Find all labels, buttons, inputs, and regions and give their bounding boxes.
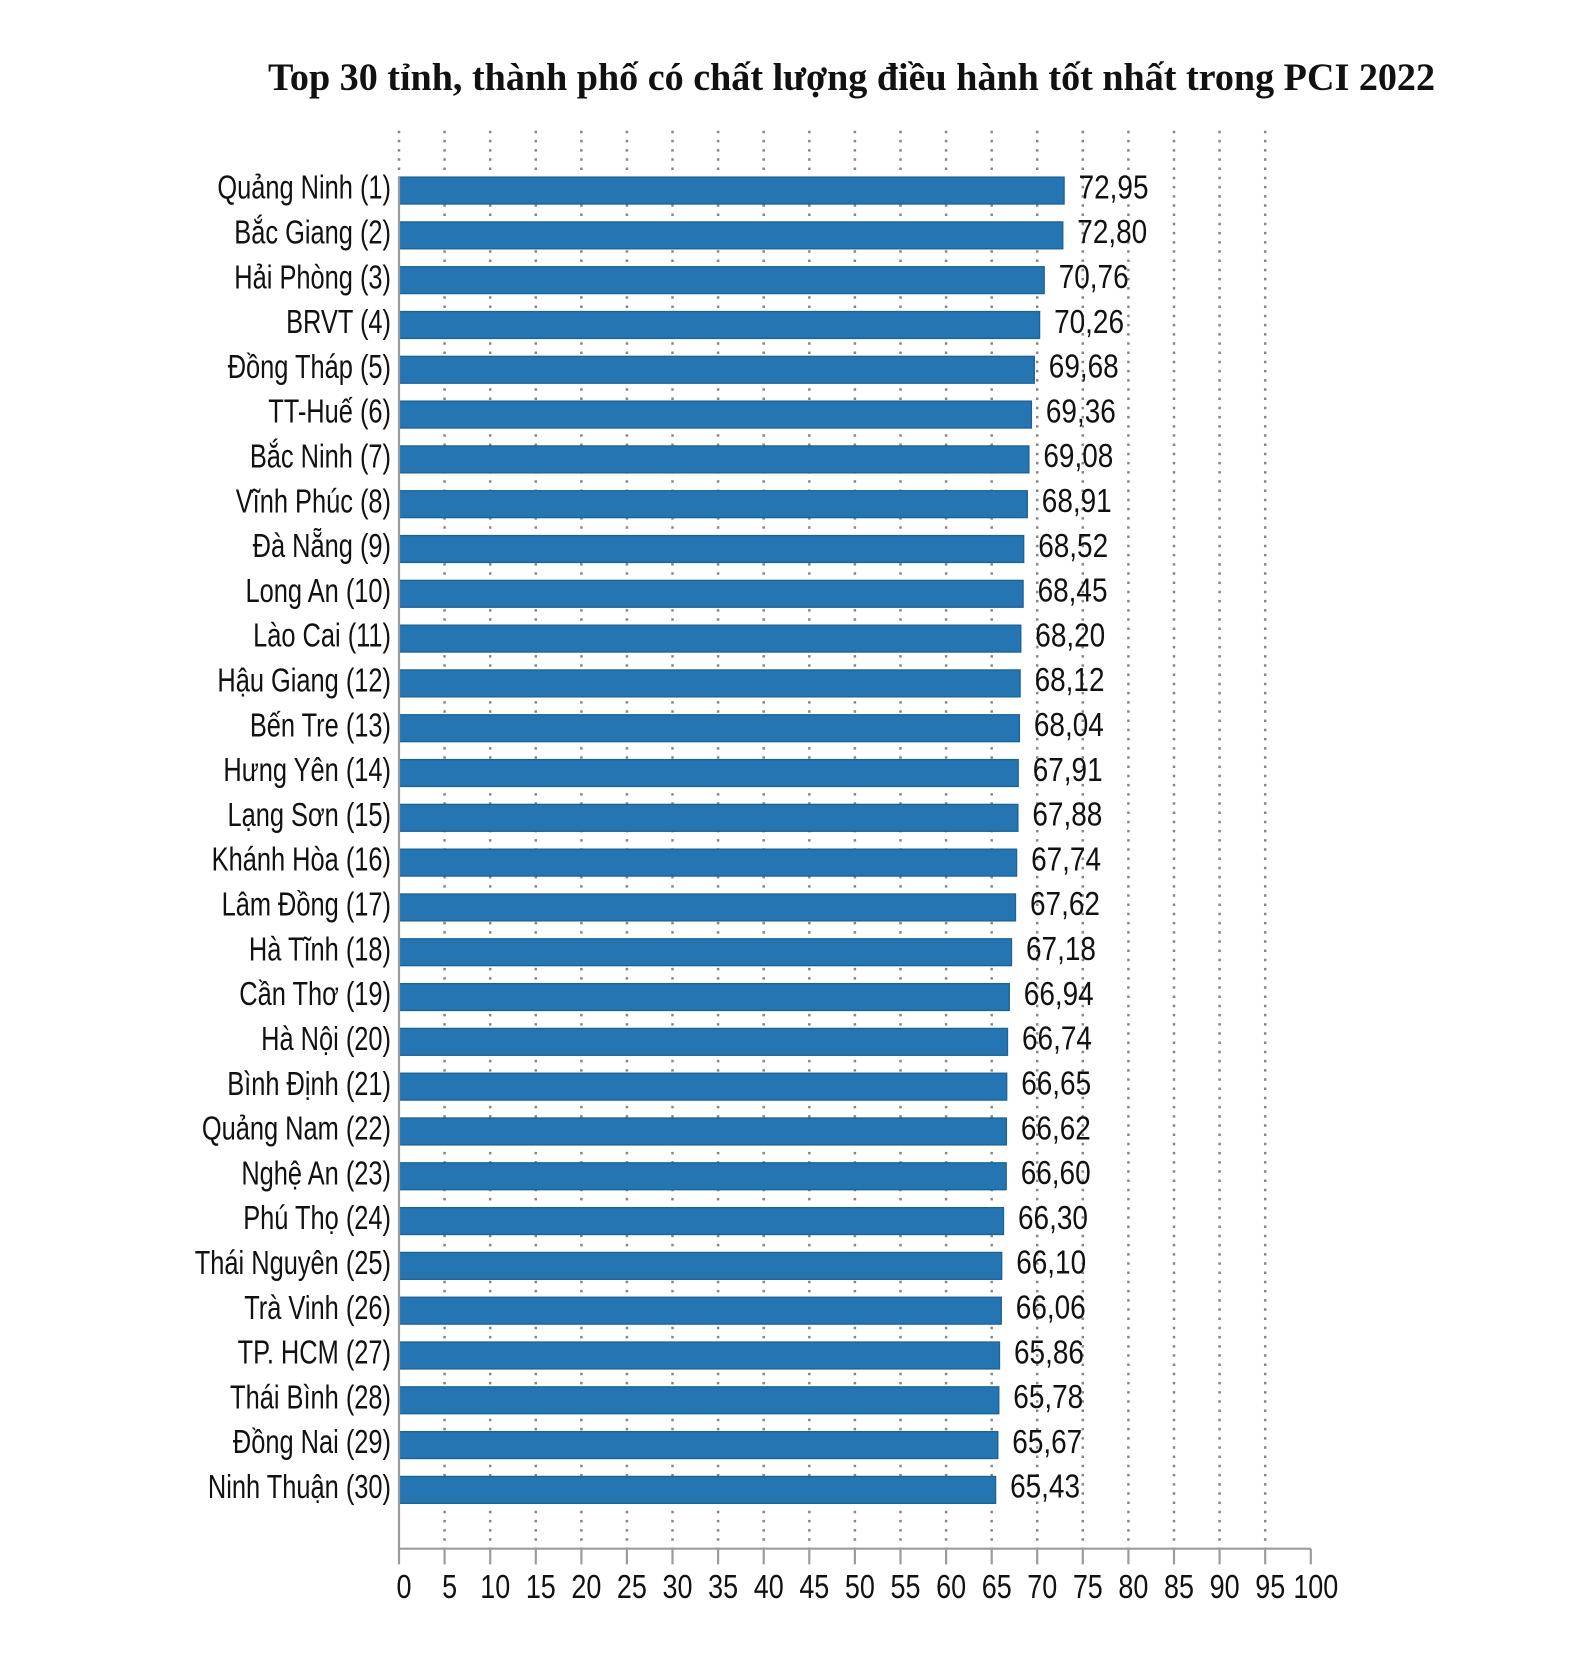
svg-text:Hà Nội (20): Hà Nội (20) [261, 1021, 391, 1058]
svg-text:65,43: 65,43 [1010, 1469, 1080, 1506]
svg-text:Bến Tre (13): Bến Tre (13) [250, 707, 391, 744]
svg-text:Quảng Ninh (1): Quảng Ninh (1) [217, 170, 391, 207]
svg-text:69,08: 69,08 [1043, 438, 1113, 475]
svg-text:65,67: 65,67 [1012, 1424, 1082, 1461]
svg-text:68,91: 68,91 [1042, 483, 1112, 520]
svg-text:Lâm Đồng (17): Lâm Đồng (17) [222, 886, 391, 923]
svg-text:Khánh Hòa (16): Khánh Hòa (16) [212, 842, 391, 879]
svg-text:BRVT (4): BRVT (4) [286, 304, 391, 341]
svg-text:65,78: 65,78 [1013, 1379, 1083, 1416]
svg-text:65: 65 [982, 1570, 1012, 1606]
svg-text:Trà Vinh (26): Trà Vinh (26) [244, 1290, 391, 1327]
svg-text:66,10: 66,10 [1016, 1245, 1086, 1282]
svg-text:Thái Bình (28): Thái Bình (28) [230, 1379, 391, 1416]
svg-text:66,06: 66,06 [1016, 1289, 1086, 1326]
svg-text:100: 100 [1293, 1570, 1338, 1606]
svg-text:Hậu Giang (12): Hậu Giang (12) [217, 662, 391, 699]
svg-text:68,12: 68,12 [1035, 662, 1105, 699]
svg-text:69,68: 69,68 [1049, 348, 1119, 385]
svg-text:90: 90 [1210, 1570, 1240, 1606]
svg-text:Hưng Yên (14): Hưng Yên (14) [223, 752, 391, 789]
svg-text:45: 45 [799, 1570, 829, 1606]
svg-text:66,65: 66,65 [1021, 1065, 1091, 1102]
svg-text:68,04: 68,04 [1034, 707, 1104, 744]
svg-text:60: 60 [936, 1570, 966, 1606]
svg-text:95: 95 [1255, 1570, 1285, 1606]
svg-text:65,86: 65,86 [1014, 1334, 1084, 1371]
svg-text:Long An (10): Long An (10) [246, 573, 391, 610]
svg-text:67,91: 67,91 [1033, 752, 1103, 789]
svg-text:70,26: 70,26 [1054, 304, 1124, 341]
svg-text:Thái Nguyên (25): Thái Nguyên (25) [195, 1245, 391, 1282]
svg-text:Bắc Giang (2): Bắc Giang (2) [234, 214, 391, 251]
svg-text:67,18: 67,18 [1026, 931, 1096, 968]
svg-text:20: 20 [571, 1570, 601, 1606]
svg-text:50: 50 [845, 1570, 875, 1606]
svg-text:66,74: 66,74 [1022, 1021, 1092, 1058]
svg-text:68,52: 68,52 [1038, 528, 1108, 565]
svg-text:0: 0 [396, 1570, 411, 1606]
svg-text:Hà Tĩnh (18): Hà Tĩnh (18) [249, 931, 391, 968]
svg-text:66,30: 66,30 [1018, 1200, 1088, 1237]
svg-text:Đà Nẵng (9): Đà Nẵng (9) [253, 528, 391, 565]
svg-text:66,94: 66,94 [1024, 976, 1094, 1013]
svg-text:30: 30 [663, 1570, 693, 1606]
svg-text:Phú Thọ (24): Phú Thọ (24) [243, 1200, 391, 1237]
svg-text:68,20: 68,20 [1035, 617, 1105, 654]
svg-text:67,62: 67,62 [1030, 886, 1100, 923]
svg-text:Cần Thơ (19): Cần Thơ (19) [239, 976, 391, 1013]
svg-text:75: 75 [1073, 1570, 1103, 1606]
svg-text:55: 55 [891, 1570, 921, 1606]
svg-text:66,60: 66,60 [1021, 1155, 1091, 1192]
svg-text:Bình Định (21): Bình Định (21) [227, 1066, 391, 1103]
svg-text:85: 85 [1164, 1570, 1194, 1606]
svg-text:66,62: 66,62 [1021, 1110, 1091, 1147]
svg-text:25: 25 [617, 1570, 647, 1606]
svg-text:Hải Phòng (3): Hải Phòng (3) [234, 259, 391, 296]
svg-text:Nghệ An (23): Nghệ An (23) [241, 1155, 391, 1192]
svg-text:Top 30 tỉnh, thành phố có chất: Top 30 tỉnh, thành phố có chất lượng điề… [268, 57, 1435, 99]
svg-text:72,80: 72,80 [1077, 214, 1147, 251]
svg-text:Đồng Nai (29): Đồng Nai (29) [233, 1424, 391, 1461]
svg-text:80: 80 [1118, 1570, 1148, 1606]
svg-text:35: 35 [708, 1570, 738, 1606]
svg-text:Bắc Ninh (7): Bắc Ninh (7) [250, 438, 391, 475]
svg-text:TP. HCM (27): TP. HCM (27) [238, 1334, 391, 1371]
svg-text:70: 70 [1027, 1570, 1057, 1606]
svg-text:Quảng Nam (22): Quảng Nam (22) [202, 1110, 391, 1147]
svg-text:68,45: 68,45 [1038, 572, 1108, 609]
svg-text:TT-Huế (6): TT-Huế (6) [268, 394, 391, 431]
svg-text:40: 40 [754, 1570, 784, 1606]
svg-text:Lạng Sơn (15): Lạng Sơn (15) [227, 797, 391, 834]
svg-text:70,76: 70,76 [1059, 259, 1129, 296]
svg-text:10: 10 [480, 1570, 510, 1606]
svg-text:69,36: 69,36 [1046, 393, 1116, 430]
svg-text:5: 5 [442, 1570, 457, 1606]
svg-text:67,74: 67,74 [1031, 841, 1101, 878]
svg-text:Lào Cai (11): Lào Cai (11) [253, 618, 391, 655]
svg-text:Ninh Thuận (30): Ninh Thuận (30) [208, 1469, 391, 1506]
svg-text:15: 15 [526, 1570, 556, 1606]
svg-text:67,88: 67,88 [1032, 796, 1102, 833]
svg-text:Đồng Tháp (5): Đồng Tháp (5) [228, 349, 391, 386]
svg-text:Vĩnh Phúc (8): Vĩnh Phúc (8) [236, 483, 391, 520]
svg-text:72,95: 72,95 [1079, 169, 1149, 206]
